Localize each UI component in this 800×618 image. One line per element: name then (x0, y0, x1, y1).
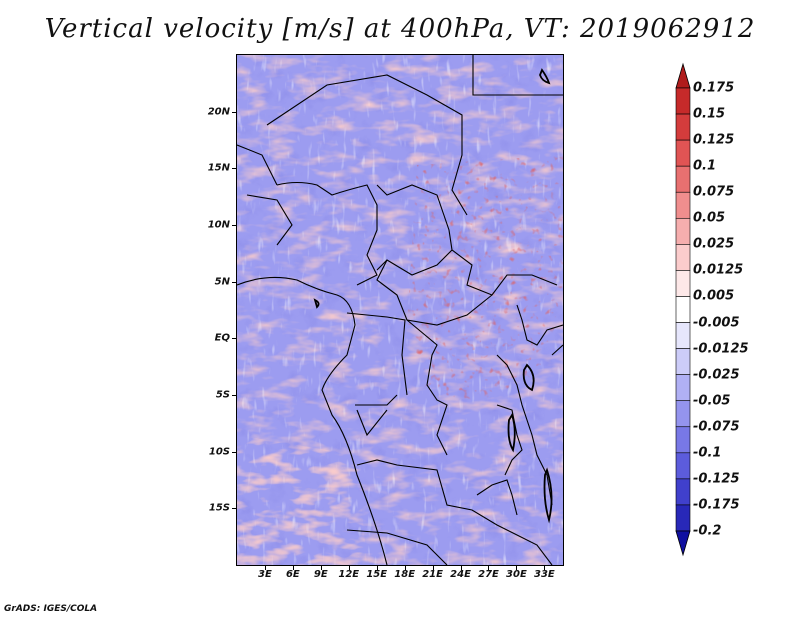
lon-tick (544, 565, 546, 570)
lat-tick (232, 168, 237, 170)
lon-label: 3E (258, 569, 272, 580)
lon-label: 21E (422, 569, 443, 580)
colorbar-swatch (675, 426, 691, 454)
colorbar-swatch (675, 504, 691, 532)
colorbar-level-label: 0.05 (693, 210, 726, 226)
colorbar-level-label: 0.125 (693, 132, 735, 148)
lon-label: 27E (478, 569, 499, 580)
colorbar-level-label: -0.125 (693, 471, 740, 487)
colorbar-swatch (675, 244, 691, 271)
lon-label: 12E (338, 569, 360, 580)
country-borders (237, 55, 563, 565)
lon-tick (264, 565, 266, 570)
map-plot-area (236, 54, 564, 566)
footer-credit: GrADS: IGES/COLA (4, 604, 98, 614)
lat-label: 10S (208, 446, 230, 458)
colorbar-level-label: 0.0125 (693, 262, 744, 278)
lat-label: 20N (207, 106, 230, 118)
lat-tick (232, 225, 237, 226)
lat-tick (232, 281, 237, 283)
lon-tick (292, 565, 294, 570)
lon-tick (320, 565, 322, 570)
lon-label: 9E (313, 569, 328, 580)
lon-tick (460, 565, 462, 570)
colorbar-swatch (675, 296, 691, 323)
lon-tick (432, 565, 434, 570)
colorbar-level-label: 0.15 (693, 106, 726, 122)
lat-tick (232, 508, 237, 510)
lat-tick (232, 111, 237, 113)
colorbar-level-label: 0.025 (693, 236, 735, 252)
lon-label: 33E (533, 569, 555, 580)
colorbar-level-label: -0.1 (693, 445, 722, 461)
lon-label: 6E (285, 569, 300, 580)
lat-label: 15N (207, 162, 230, 174)
lon-label: 30E (506, 569, 527, 580)
colorbar-level-label: -0.0125 (693, 341, 749, 357)
colorbar-swatch (675, 113, 691, 141)
chart-title: Vertical velocity [m/s] at 400hPa, VT: 2… (44, 14, 756, 44)
colorbar-level-label: 0.1 (693, 158, 717, 174)
colorbar-level-label: 0.075 (693, 184, 735, 200)
colorbar-level-label: 0.175 (693, 80, 735, 96)
lon-label: 18E (394, 569, 416, 580)
colorbar-swatch (675, 87, 691, 115)
lon-tick (376, 565, 378, 570)
colorbar-swatch (675, 322, 691, 349)
lat-label: 15S (208, 502, 230, 514)
lon-tick (404, 565, 406, 570)
colorbar-swatch (675, 165, 691, 193)
lon-tick (516, 565, 518, 570)
lon-label: 15E (366, 569, 388, 580)
colorbar-level-label: -0.005 (693, 315, 740, 331)
velocity-field (237, 55, 563, 565)
colorbar-bottom-arrow (675, 530, 691, 557)
colorbar-swatch (675, 348, 691, 375)
colorbar-top-arrow (675, 62, 691, 89)
lat-tick (232, 338, 237, 340)
colorbar-swatch (675, 191, 691, 219)
lat-tick (232, 395, 237, 396)
colorbar-level-label: -0.175 (693, 497, 740, 513)
convective-cells (407, 155, 563, 405)
lat-label: 10N (207, 219, 230, 231)
lat-label: 5S (215, 389, 230, 401)
colorbar-swatch (675, 478, 691, 506)
colorbar-swatch (675, 452, 691, 480)
colorbar-swatch (675, 400, 691, 428)
lon-label: 24E (450, 569, 471, 580)
colorbar-level-label: -0.05 (693, 393, 731, 409)
lon-tick (488, 565, 490, 570)
colorbar-swatch (675, 139, 691, 167)
colorbar-swatch (675, 270, 691, 297)
lat-label: 5N (214, 276, 230, 288)
colorbar-level-label: -0.2 (693, 523, 722, 539)
southwest-subsidence (237, 435, 367, 565)
lat-tick (232, 451, 237, 453)
lon-tick (348, 565, 350, 570)
colorbar-level-label: -0.025 (693, 367, 740, 383)
colorbar-swatch (675, 374, 691, 402)
lat-label: EQ (214, 332, 230, 344)
colorbar-level-label: 0.005 (693, 288, 735, 304)
colorbar-swatch (675, 217, 691, 245)
colorbar-level-label: -0.075 (693, 419, 740, 435)
lake-outlines (313, 68, 553, 524)
